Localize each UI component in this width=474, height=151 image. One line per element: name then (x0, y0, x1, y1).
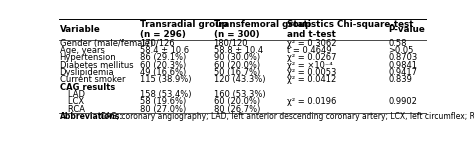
Text: 80 (27.0%): 80 (27.0%) (140, 105, 186, 114)
Text: 158 (53.4%): 158 (53.4%) (140, 90, 191, 99)
Text: χ² = 0.3062: χ² = 0.3062 (287, 39, 337, 48)
Text: 80 (26.7%): 80 (26.7%) (213, 105, 260, 114)
Text: χ² = 0.0196: χ² = 0.0196 (287, 97, 337, 106)
Text: Gender (male/female): Gender (male/female) (60, 39, 153, 48)
Text: 180/120: 180/120 (213, 39, 248, 48)
Text: Diabetes mellitus: Diabetes mellitus (60, 61, 133, 70)
Text: Dyslipidemia: Dyslipidemia (60, 68, 114, 77)
Text: 90 (30.0%): 90 (30.0%) (213, 53, 260, 63)
Text: Abbreviations:: Abbreviations: (60, 112, 123, 121)
Text: 49 (16.6%): 49 (16.6%) (140, 68, 186, 77)
Text: 170/126: 170/126 (140, 39, 175, 48)
Text: χ² = ×10⁻⁴: χ² = ×10⁻⁴ (287, 61, 333, 70)
Text: 50 (16.7%): 50 (16.7%) (213, 68, 260, 77)
Text: Transradial group: Transradial group (140, 20, 228, 29)
Text: and t-test: and t-test (287, 30, 336, 39)
Text: Current smoker: Current smoker (60, 75, 125, 84)
Text: χ² = 0.0412: χ² = 0.0412 (287, 75, 336, 84)
Text: 0.58: 0.58 (388, 39, 407, 48)
Text: LCX: LCX (60, 97, 84, 106)
Text: 58 (19.6%): 58 (19.6%) (140, 97, 186, 106)
Text: 0.839: 0.839 (388, 75, 412, 84)
Text: >0.05: >0.05 (388, 46, 413, 55)
Text: (n = 296): (n = 296) (140, 30, 186, 39)
Text: 115 (38.9%): 115 (38.9%) (140, 75, 191, 84)
Text: 120 (43.3%): 120 (43.3%) (213, 75, 265, 84)
Text: χ² = 0.0267: χ² = 0.0267 (287, 53, 337, 63)
Text: P-value: P-value (388, 25, 425, 34)
Text: Hypertension: Hypertension (60, 53, 116, 63)
Text: 0.9902: 0.9902 (388, 97, 417, 106)
Text: LAD: LAD (60, 90, 85, 99)
Text: 60 (20.0%): 60 (20.0%) (213, 61, 260, 70)
Text: 60 (20.0%): 60 (20.0%) (213, 97, 260, 106)
Text: RCA: RCA (60, 105, 85, 114)
Text: 86 (29.1%): 86 (29.1%) (140, 53, 186, 63)
Text: Age, years: Age, years (60, 46, 104, 55)
Text: 0.9417: 0.9417 (388, 68, 417, 77)
Text: (n = 300): (n = 300) (213, 30, 259, 39)
Text: 0.8703: 0.8703 (388, 53, 417, 63)
Text: 160 (53.3%): 160 (53.3%) (213, 90, 265, 99)
Text: Statistics Chi-square-test: Statistics Chi-square-test (287, 20, 413, 29)
Text: CAG results: CAG results (60, 83, 115, 92)
Text: 60 (20.3%): 60 (20.3%) (140, 61, 186, 70)
Text: t = 0.4649: t = 0.4649 (287, 46, 331, 55)
Text: Variable: Variable (60, 25, 100, 34)
Text: CAG, coronary angiography; LAD, left anterior descending coronary artery; LCX, l: CAG, coronary angiography; LAD, left ant… (98, 112, 474, 121)
Text: Transfemoral group: Transfemoral group (213, 20, 311, 29)
Text: χ² = 0.0053: χ² = 0.0053 (287, 68, 337, 77)
Text: 58.4 ± 10.6: 58.4 ± 10.6 (140, 46, 189, 55)
Text: 0.9841: 0.9841 (388, 61, 417, 70)
Text: 58.8 ± 10.4: 58.8 ± 10.4 (213, 46, 263, 55)
